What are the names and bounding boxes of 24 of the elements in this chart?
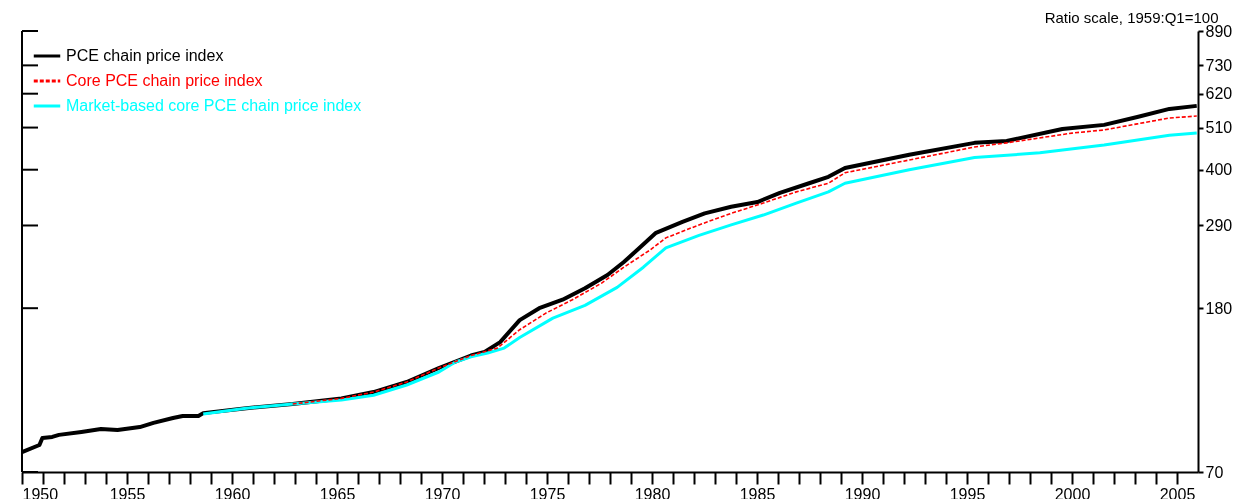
y-tick-label: 510 (1205, 119, 1233, 137)
x-tick-label: 1955 (109, 485, 146, 499)
x-tick-label: 1950 (22, 485, 59, 499)
x-tick-label: 1980 (634, 485, 671, 499)
line-series (291, 115, 1198, 405)
y-tick-label: 730 (1205, 56, 1233, 74)
y-tick-label: 400 (1205, 161, 1233, 179)
x-tick-label: 1960 (214, 485, 251, 499)
x-tick-label: 2005 (1159, 485, 1196, 499)
x-tick-label: 1965 (319, 485, 356, 499)
y-tick-label: 180 (1205, 299, 1233, 317)
x-tick-label: 1990 (844, 485, 881, 499)
x-tick-label: 1995 (949, 485, 986, 499)
x-tick-label: 1970 (424, 485, 461, 499)
y-tick-label: 70 (1205, 463, 1224, 481)
x-tick-label: 2000 (1054, 485, 1091, 499)
y-tick-label: 620 (1205, 85, 1233, 103)
legend-label: PCE chain price index (66, 47, 224, 64)
legend-label: Market-based core PCE chain price index (66, 97, 362, 114)
x-tick-label: 1975 (529, 485, 566, 499)
x-tick-label: 1985 (739, 485, 776, 499)
line-series (201, 131, 1199, 416)
y-tick-label: 290 (1205, 216, 1233, 234)
legend-label: Core PCE chain price index (66, 72, 263, 89)
